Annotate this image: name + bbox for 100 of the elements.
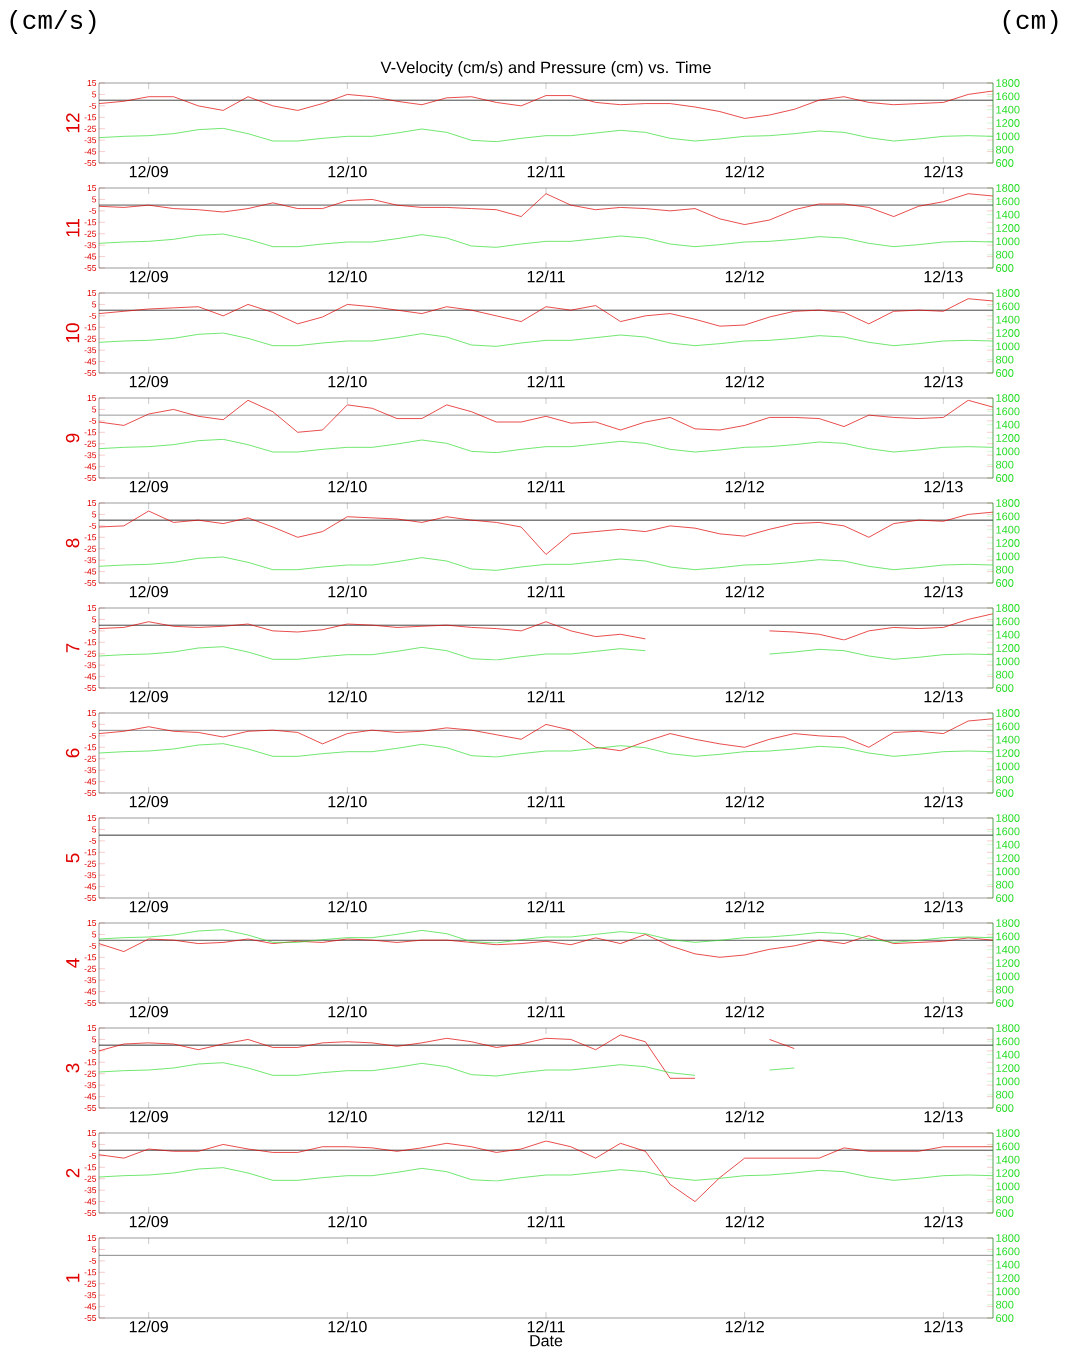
y2-tick-label: 1800: [996, 394, 1020, 402]
x-tick-label: 12/10: [328, 585, 367, 598]
y-tick-label: -15: [84, 534, 97, 541]
y2-tick-label: 1800: [996, 709, 1020, 717]
y-tick-label: 15: [87, 1025, 97, 1031]
x-tick-label: 12/11: [527, 1005, 565, 1018]
x-tick-label: 12/11: [527, 585, 565, 598]
y2-tick-label: 1000: [996, 342, 1020, 351]
y-tick-label: -45: [84, 1093, 97, 1100]
y2-tick-label: 1200: [996, 1169, 1020, 1177]
y2-tick-label: 1400: [996, 105, 1020, 114]
y2-tick-label: 1600: [996, 407, 1020, 416]
y-tick-label: 15: [87, 185, 97, 191]
y-tick-label: -35: [84, 767, 97, 774]
y-tick-label: -25: [84, 230, 97, 237]
y-tick-label: 15: [87, 290, 97, 296]
y2-tick-label: 600: [996, 1104, 1014, 1112]
x-tick-label: 12/11: [527, 165, 565, 178]
y2-tick-label: 600: [996, 1209, 1014, 1217]
y-axis-title: 6: [65, 748, 80, 758]
y2-tick-label: 1800: [996, 289, 1020, 297]
y2-tick-label: 800: [996, 355, 1014, 364]
y-tick-label: 15: [87, 1235, 97, 1241]
y-tick-label: -35: [84, 452, 97, 459]
y-tick-label: -15: [84, 324, 97, 331]
y-tick-label: -15: [84, 114, 97, 121]
y2-tick-label: 1600: [996, 827, 1020, 836]
y-tick-label: -35: [84, 347, 97, 354]
x-tick-label: 12/10: [328, 480, 367, 493]
y-tick-label: -35: [84, 557, 97, 564]
chart-title: V-Velocity (cm/s) and Pressure (cm) vs. Time: [380, 61, 711, 77]
y-tick-label: -15: [84, 849, 97, 856]
y-tick-label: -15: [84, 219, 97, 226]
x-tick-label: 12/13: [924, 480, 963, 493]
y2-tick-label: 1200: [996, 854, 1020, 862]
y2-tick-label: 1400: [996, 735, 1020, 744]
y-tick-label: -45: [84, 148, 97, 155]
y-tick-label: -55: [84, 1105, 97, 1111]
y-tick-label: 5: [92, 721, 97, 728]
y-tick-label: -25: [84, 1280, 97, 1287]
x-tick-label: 12/12: [725, 1110, 764, 1123]
y2-tick-label: 1600: [996, 1247, 1020, 1256]
y2-tick-label: 1800: [996, 1234, 1020, 1242]
x-tick-label: 12/12: [725, 1320, 764, 1333]
x-axis-title: Date: [530, 1335, 563, 1347]
y2-tick-label: 1800: [996, 1129, 1020, 1137]
x-tick-label: 12/13: [924, 585, 963, 598]
y2-tick-label: 600: [996, 999, 1014, 1007]
x-tick-label: 12/11: [527, 795, 565, 808]
x-tick-label: 12/12: [725, 690, 764, 703]
y2-tick-label: 1000: [996, 132, 1020, 141]
y-tick-label: 15: [87, 80, 97, 86]
x-tick-label: 12/10: [328, 1005, 367, 1018]
y-tick-label: 15: [87, 605, 97, 611]
y2-tick-label: 1200: [996, 959, 1020, 967]
y2-tick-label: 600: [996, 894, 1014, 902]
y2-tick-label: 1000: [996, 1287, 1020, 1296]
x-tick-label: 12/10: [328, 1110, 367, 1123]
y-tick-label: -25: [84, 860, 97, 867]
y-tick-label: -55: [84, 1210, 97, 1216]
x-tick-label: 12/11: [527, 480, 565, 493]
x-tick-label: 12/13: [924, 165, 963, 178]
x-tick-label: 12/11: [527, 1110, 565, 1123]
x-tick-label: 12/10: [328, 165, 367, 178]
x-tick-label: 12/09: [129, 375, 168, 388]
y2-tick-label: 1400: [996, 210, 1020, 219]
x-tick-label: 12/09: [129, 795, 168, 808]
y-tick-label: -25: [84, 755, 97, 762]
y2-tick-label: 1000: [996, 972, 1020, 981]
y2-tick-label: 1000: [996, 762, 1020, 771]
x-tick-label: 12/10: [328, 690, 367, 703]
x-tick-label: 12/12: [725, 480, 764, 493]
y2-tick-label: 1400: [996, 420, 1020, 429]
y-tick-label: 15: [87, 815, 97, 821]
y-axis-title: 9: [65, 433, 80, 443]
y-axis-title: 8: [65, 538, 80, 548]
y-axis-title: 12: [66, 113, 80, 133]
x-tick-label: 12/11: [527, 1320, 565, 1333]
x-tick-label: 12/11: [527, 900, 565, 913]
y-tick-label: -35: [84, 242, 97, 249]
y-tick-label: -55: [84, 475, 97, 481]
y2-tick-label: 1800: [996, 499, 1020, 507]
x-tick-label: 12/12: [725, 795, 764, 808]
y2-tick-label: 1200: [996, 119, 1020, 127]
y-tick-label: -15: [84, 954, 97, 961]
y-tick-label: -25: [84, 335, 97, 342]
y2-tick-label: 1600: [996, 1037, 1020, 1046]
y2-tick-label: 1400: [996, 1155, 1020, 1164]
y2-tick-label: 1800: [996, 79, 1020, 87]
x-tick-label: 12/10: [328, 1215, 367, 1228]
x-tick-label: 12/12: [725, 1005, 764, 1018]
y-tick-label: 5: [92, 1036, 97, 1043]
y2-tick-label: 1000: [996, 1077, 1020, 1086]
y2-tick-label: 600: [996, 579, 1014, 587]
y-tick-label: -45: [84, 778, 97, 785]
y2-tick-label: 1000: [996, 447, 1020, 456]
x-tick-label: 12/13: [924, 1110, 963, 1123]
y-tick-label: -55: [84, 160, 97, 166]
y-tick-label: -25: [84, 1175, 97, 1182]
y-tick-label: -55: [84, 370, 97, 376]
